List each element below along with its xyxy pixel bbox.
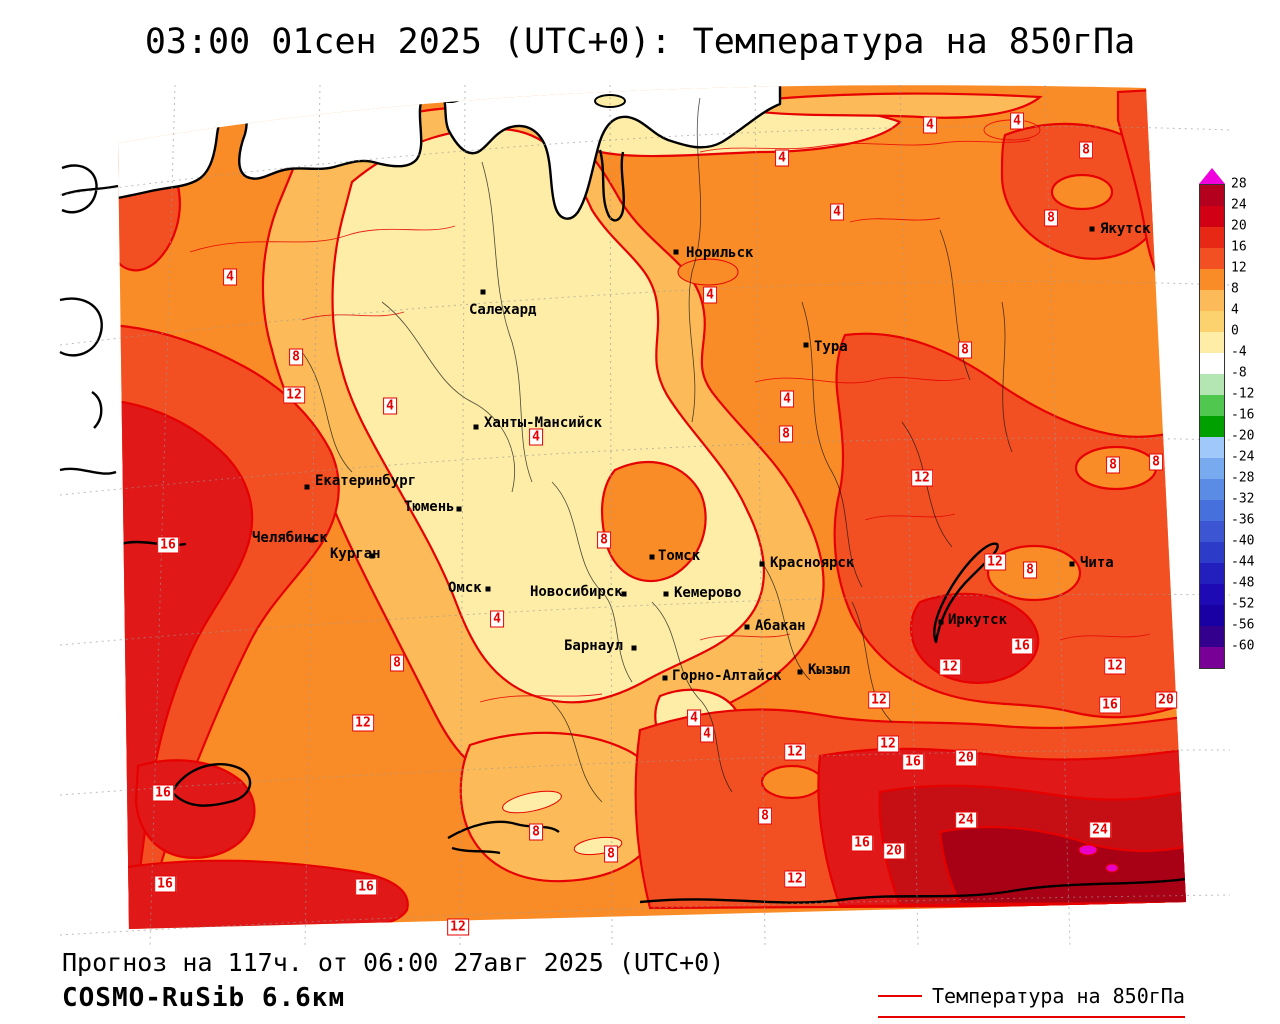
colorbar-tick-label: -52 xyxy=(1231,596,1255,612)
colorbar-tick-label: -32 xyxy=(1231,491,1255,507)
model-info-text: COSMO-RuSib 6.6км xyxy=(62,983,346,1013)
colorbar-tick-label: -56 xyxy=(1231,617,1255,633)
colorbar-tick-label: 20 xyxy=(1231,218,1247,234)
colorbar-tick-label: -44 xyxy=(1231,554,1255,570)
colorbar-tick-label: -16 xyxy=(1231,407,1255,423)
colorbar-band xyxy=(1200,521,1224,542)
colorbar-tick-label: 0 xyxy=(1231,323,1239,339)
page-title: 03:00 01сен 2025 (UTC+0): Температура на… xyxy=(144,22,1136,62)
colorbar-band xyxy=(1200,269,1224,290)
colorbar-band xyxy=(1200,563,1224,584)
colorbar-band xyxy=(1200,605,1224,626)
colorbar-tick-label: 28 xyxy=(1231,176,1247,192)
colorbar-band xyxy=(1200,458,1224,479)
colorbar-band xyxy=(1200,542,1224,563)
colorbar-band xyxy=(1200,500,1224,521)
colorbar-tick-label: 24 xyxy=(1231,197,1247,213)
margin-coastlines xyxy=(59,164,119,475)
colorbar-band xyxy=(1200,395,1224,416)
colorbar-band xyxy=(1200,227,1224,248)
colorbar-band xyxy=(1200,248,1224,269)
colorbar-band xyxy=(1200,584,1224,605)
colorbar-tick-label: -48 xyxy=(1231,575,1255,591)
legend-line-sample xyxy=(878,995,922,997)
colorbar-band xyxy=(1200,353,1224,374)
colorbar-band xyxy=(1200,626,1224,647)
colorbar-tick-label: 12 xyxy=(1231,260,1247,276)
colorbar-tick-label: -36 xyxy=(1231,512,1255,528)
colorbar-band xyxy=(1200,206,1224,227)
colorbar-band xyxy=(1200,647,1224,668)
colorbar-tick-label: -8 xyxy=(1231,365,1247,381)
colorbar-band xyxy=(1200,332,1224,353)
legend-label: Температура на 850гПа xyxy=(932,984,1185,1008)
colorbar-band xyxy=(1200,437,1224,458)
colorbar-band xyxy=(1200,416,1224,437)
colorbar-tick-label: -24 xyxy=(1231,449,1255,465)
colorbar-bands xyxy=(1199,184,1225,669)
colorbar-tick-label: 4 xyxy=(1231,302,1239,318)
colorbar-band xyxy=(1200,479,1224,500)
colorbar-tick-label: -28 xyxy=(1231,470,1255,486)
graticule xyxy=(59,84,1231,946)
colorbar-band xyxy=(1200,374,1224,395)
colorbar-tick-label: -60 xyxy=(1231,638,1255,654)
colorbar-labels: 28 24 20 16 12 8 4 0 -4 -8 -12 -16 -20 -24 -28 -32 -36 -4… xyxy=(1231,177,1271,684)
temperature-field xyxy=(118,85,1186,929)
colorbar-tick-label: -4 xyxy=(1231,344,1247,360)
forecast-info-text: Прогноз на 117ч. от 06:00 27авг 2025 (UT… xyxy=(62,948,725,977)
colorbar-band xyxy=(1200,311,1224,332)
colorbar-tick-label: 16 xyxy=(1231,239,1247,255)
colorbar: 28 24 20 16 12 8 4 0 -4 -8 -12 -16 -20 -24 -28 -32 -36 -4… xyxy=(1199,168,1254,669)
map-legend: Температура на 850гПа xyxy=(878,984,1185,1018)
colorbar-band xyxy=(1200,290,1224,311)
colorbar-tick-label: -40 xyxy=(1231,533,1255,549)
colorbar-arrow-icon xyxy=(1199,168,1225,184)
colorbar-band xyxy=(1200,185,1224,206)
colorbar-tick-label: -12 xyxy=(1231,386,1255,402)
colorbar-tick-label: -20 xyxy=(1231,428,1255,444)
colorbar-tick-label: 8 xyxy=(1231,281,1239,297)
